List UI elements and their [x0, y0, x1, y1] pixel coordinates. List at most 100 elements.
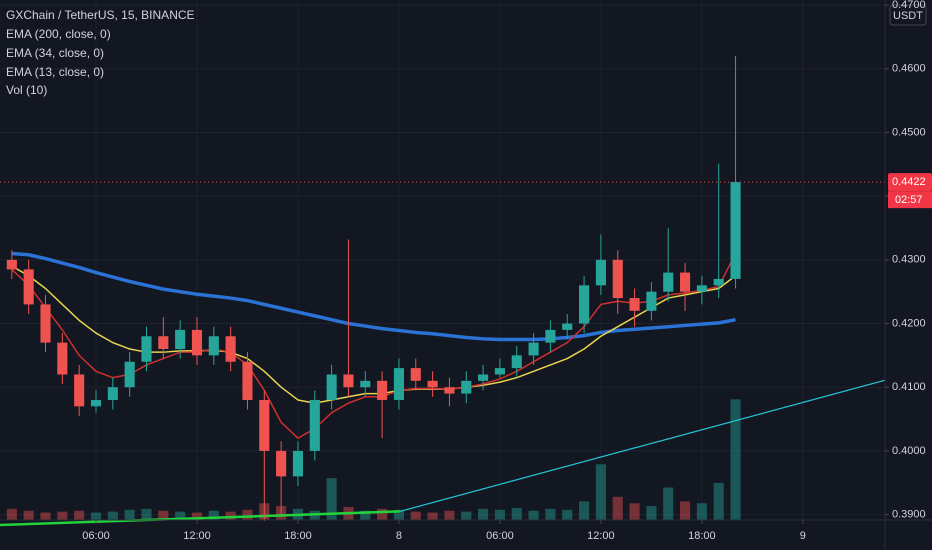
volume-bar	[461, 511, 472, 520]
candle-body	[377, 380, 388, 400]
currency-box[interactable]	[889, 4, 927, 26]
volume-bar	[680, 501, 691, 520]
trendline	[399, 379, 886, 512]
volume-bar	[141, 508, 152, 520]
volume-bar	[579, 501, 590, 520]
candle-body	[545, 329, 556, 343]
candle-body	[6, 259, 17, 270]
y-tick-label: 0.4500	[892, 126, 926, 138]
volume-bar	[511, 507, 522, 520]
volume-bar	[40, 512, 51, 520]
candle-body	[646, 291, 657, 311]
volume-bar	[57, 511, 68, 520]
volume-bar	[528, 510, 539, 520]
candle-body	[175, 329, 186, 350]
volume-bar	[377, 508, 388, 520]
candle-body	[696, 285, 707, 292]
volume-bar	[713, 482, 724, 520]
candle-body	[427, 380, 438, 388]
candle-body	[292, 450, 304, 477]
candle-body	[309, 399, 320, 451]
last-price-label: 0.4422	[892, 176, 926, 188]
volume-bar	[478, 508, 489, 520]
candle-body	[326, 374, 337, 400]
candle-body	[242, 361, 253, 400]
candle-body	[393, 368, 404, 400]
legend-entry: EMA (34, close, 0)	[6, 46, 104, 60]
currency-label[interactable]: USDT	[893, 10, 923, 22]
y-tick-label: 0.3900	[892, 508, 926, 520]
candle-body	[225, 336, 236, 362]
candle-body	[57, 342, 68, 375]
candle-body	[612, 259, 623, 299]
candles	[6, 56, 741, 521]
x-tick-label: 18:00	[284, 530, 312, 542]
candle-body	[259, 399, 270, 451]
volume-bar	[158, 510, 169, 520]
candle-body	[343, 374, 354, 388]
volume-bar	[393, 509, 404, 520]
candle-body	[595, 259, 606, 286]
candle-body	[158, 336, 169, 350]
volume-bar	[23, 510, 34, 520]
candle-body	[124, 361, 135, 388]
candle-body	[562, 323, 573, 330]
x-tick-label: 06:00	[82, 530, 110, 542]
volume-bar	[107, 511, 118, 520]
candle-body	[191, 329, 203, 356]
volume-bar	[360, 510, 371, 520]
trendline	[0, 510, 400, 527]
candle-body	[410, 368, 421, 381]
volume-bar	[730, 399, 741, 520]
candle-body	[494, 368, 505, 375]
x-tick-label: 9	[800, 530, 806, 542]
volume-bar	[595, 464, 606, 520]
candle-body	[629, 298, 640, 311]
trendlines	[0, 379, 886, 527]
x-tick-label: 18:00	[688, 530, 716, 542]
volume-bar	[562, 509, 573, 520]
candle-body	[276, 450, 287, 477]
candle-body	[23, 269, 34, 305]
countdown-label: 02:57	[895, 194, 923, 206]
volume-bar	[225, 511, 236, 520]
y-tick-label: 0.4300	[892, 254, 926, 266]
candle-body	[360, 380, 371, 388]
volume-bar	[242, 509, 253, 520]
candle-body	[478, 374, 489, 381]
volume-bar	[191, 512, 203, 520]
ema-line	[11, 251, 736, 342]
labels: GXChain / TetherUS, 15, BINANCE EMA (200…	[6, 0, 932, 542]
candle-body	[444, 387, 455, 394]
y-tick-label: 0.4000	[892, 445, 926, 457]
y-tick-label: 0.4100	[892, 381, 926, 393]
grid	[0, 0, 885, 520]
volume-bar	[494, 509, 505, 520]
candle-body	[74, 374, 85, 407]
candle-body	[680, 272, 691, 292]
y-tick-label: 0.4600	[892, 63, 926, 75]
volume-bar	[175, 511, 186, 520]
legend-entry: EMA (200, close, 0)	[6, 27, 111, 41]
volume-bar	[629, 503, 640, 520]
candle-body	[713, 278, 724, 286]
candle-body	[40, 304, 51, 343]
last-price-tag	[888, 173, 932, 192]
candle-body	[208, 336, 219, 356]
volume-bar	[646, 506, 657, 520]
candle-body	[461, 380, 472, 394]
candle-body	[579, 285, 590, 324]
countdown-tag	[888, 191, 932, 209]
volume-bar	[612, 496, 623, 520]
candle-body	[511, 355, 522, 369]
ema-line	[11, 265, 737, 404]
legend-entry: Vol (10)	[6, 83, 47, 97]
legend-entry: EMA (13, close, 0)	[6, 65, 104, 79]
volume-bar	[663, 487, 674, 520]
candle-body	[90, 399, 102, 407]
candle-body	[141, 336, 152, 362]
x-tick-label: 06:00	[486, 530, 514, 542]
